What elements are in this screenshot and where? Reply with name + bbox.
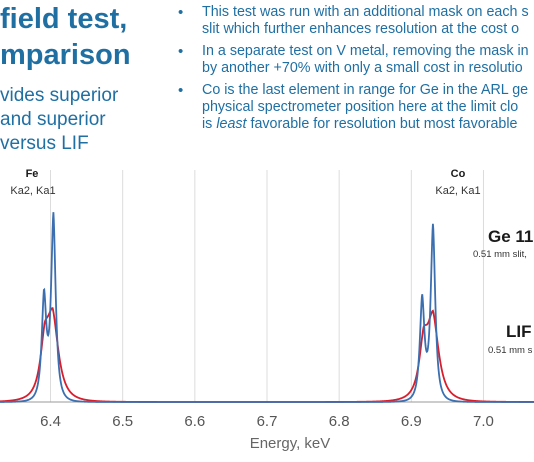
annotation-co-sub: Ka2, Ka1 [435,185,480,197]
x-tick-label: 6.6 [184,413,205,430]
annotation-fe-sub: Ka2, Ka1 [10,185,55,197]
annotation-ge-title: Ge 11 [488,227,533,246]
x-tick-label: 6.8 [329,413,350,430]
bullet-emphasis: least [216,116,247,132]
bullet-text: In a separate test on V metal, removing … [202,43,529,59]
bullet-dot: • [178,82,184,99]
annotation-fe-title: Fe [26,168,39,180]
bullet-text: by another +70% with only a small cost i… [202,60,523,76]
bullet-text: is [202,116,217,132]
bullet-list: • This test was run with an additional m… [178,4,534,138]
spectrum-chart: 6.4 6.5 6.6 6.7 6.8 6.9 7.0 Fe Ka2, Ka1 Co Ka2… [0,168,534,452]
x-tick-labels: 6.4 6.5 6.6 6.7 6.8 6.9 7.0 [40,413,494,430]
annotation-lif-title: LIF [506,322,532,341]
x-tick-label: 6.7 [257,413,278,430]
x-tick-label: 6.9 [401,413,422,430]
bullet-text: Co is the last element in range for Ge i… [202,82,529,98]
slide-title-line-1: field test, [0,3,128,35]
bullet-text: physical spectrometer position here at t… [202,99,519,115]
bullet-text: favorable for resolution but most favora… [246,116,518,132]
bullet-dot: • [178,4,184,21]
x-tick-label: 7.0 [473,413,494,430]
slide-title-line-2: mparison [0,39,131,71]
bullet-text: This test was run with an additional mas… [202,4,529,20]
grid-lines [50,170,484,402]
annotation-lif-sub: 0.51 mm s [488,345,533,356]
x-axis-label: Energy, keV [250,435,331,452]
bullet-text: slit which further enhances resolution a… [202,21,520,37]
subtitle-line-3: versus LIF [0,133,89,154]
annotation-ge-sub: 0.51 mm slit, [473,249,527,260]
bullet-item: • This test was run with an additional m… [178,4,534,38]
bullet-dot: • [178,43,184,60]
subtitle-line-2: and superior [0,109,106,130]
bullet-item: • In a separate test on V metal, removin… [178,43,534,77]
annotation-co-title: Co [451,168,466,180]
x-tick-label: 6.4 [40,413,61,430]
x-tick-label: 6.5 [112,413,133,430]
bullet-item: • Co is the last element in range for Ge… [178,82,534,133]
series-line-ge [0,212,534,403]
subtitle-line-1: vides superior [0,85,119,106]
